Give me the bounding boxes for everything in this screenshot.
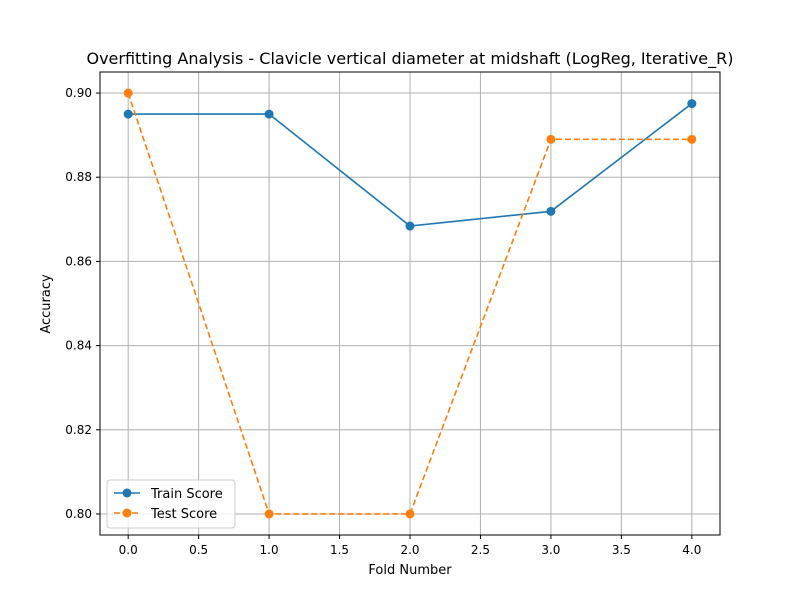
test-score-point: [405, 509, 415, 519]
y-axis-label: Accuracy: [39, 274, 54, 334]
train-score-series: [123, 99, 697, 231]
test-score-point: [687, 134, 697, 144]
y-tick-label: 0.80: [65, 507, 92, 521]
x-tick-label: 3.5: [612, 543, 631, 557]
axis-ticks: 0.0 0.5 1.0 1.5 2.0 2.5 3.0 3.5 4.0 0.80 0.82 0.84 0…: [65, 86, 701, 557]
test-score-point: [264, 509, 274, 519]
x-tick-label: 2.5: [471, 543, 490, 557]
train-score-legend-label: Train Score: [150, 487, 223, 502]
chart-title: Overfitting Analysis - Clavicle vertical…: [86, 49, 733, 69]
y-tick-label: 0.82: [65, 423, 92, 437]
x-tick-label: 2.0: [400, 543, 419, 557]
train-score-point: [123, 109, 133, 119]
test-score-line: [127, 92, 692, 515]
test-score-legend-marker: [122, 508, 132, 518]
train-score-point: [546, 206, 556, 216]
test-score-point: [123, 88, 133, 98]
train-score-point: [264, 109, 274, 119]
x-tick-label: 4.0: [682, 543, 701, 557]
y-tick-label: 0.84: [65, 339, 92, 353]
x-tick-label: 1.5: [330, 543, 349, 557]
train-score-point: [687, 99, 697, 109]
x-tick-label: 0.0: [119, 543, 138, 557]
train-score-legend-marker: [122, 488, 132, 498]
y-tick-label: 0.90: [65, 86, 92, 100]
y-tick-label: 0.88: [65, 170, 92, 184]
legend-box: [106, 479, 236, 529]
x-tick-label: 0.5: [189, 543, 208, 557]
train-score-point: [405, 221, 415, 231]
test-score-series: [123, 88, 697, 519]
legend: Train Score Test Score: [106, 479, 236, 529]
x-tick-label: 3.0: [541, 543, 560, 557]
data-series: [123, 88, 697, 519]
test-score-legend-label: Test Score: [150, 507, 217, 522]
x-tick-label: 1.0: [260, 543, 279, 557]
x-axis-label: Fold Number: [368, 563, 452, 578]
y-tick-label: 0.86: [65, 254, 92, 268]
test-score-point: [546, 134, 556, 144]
